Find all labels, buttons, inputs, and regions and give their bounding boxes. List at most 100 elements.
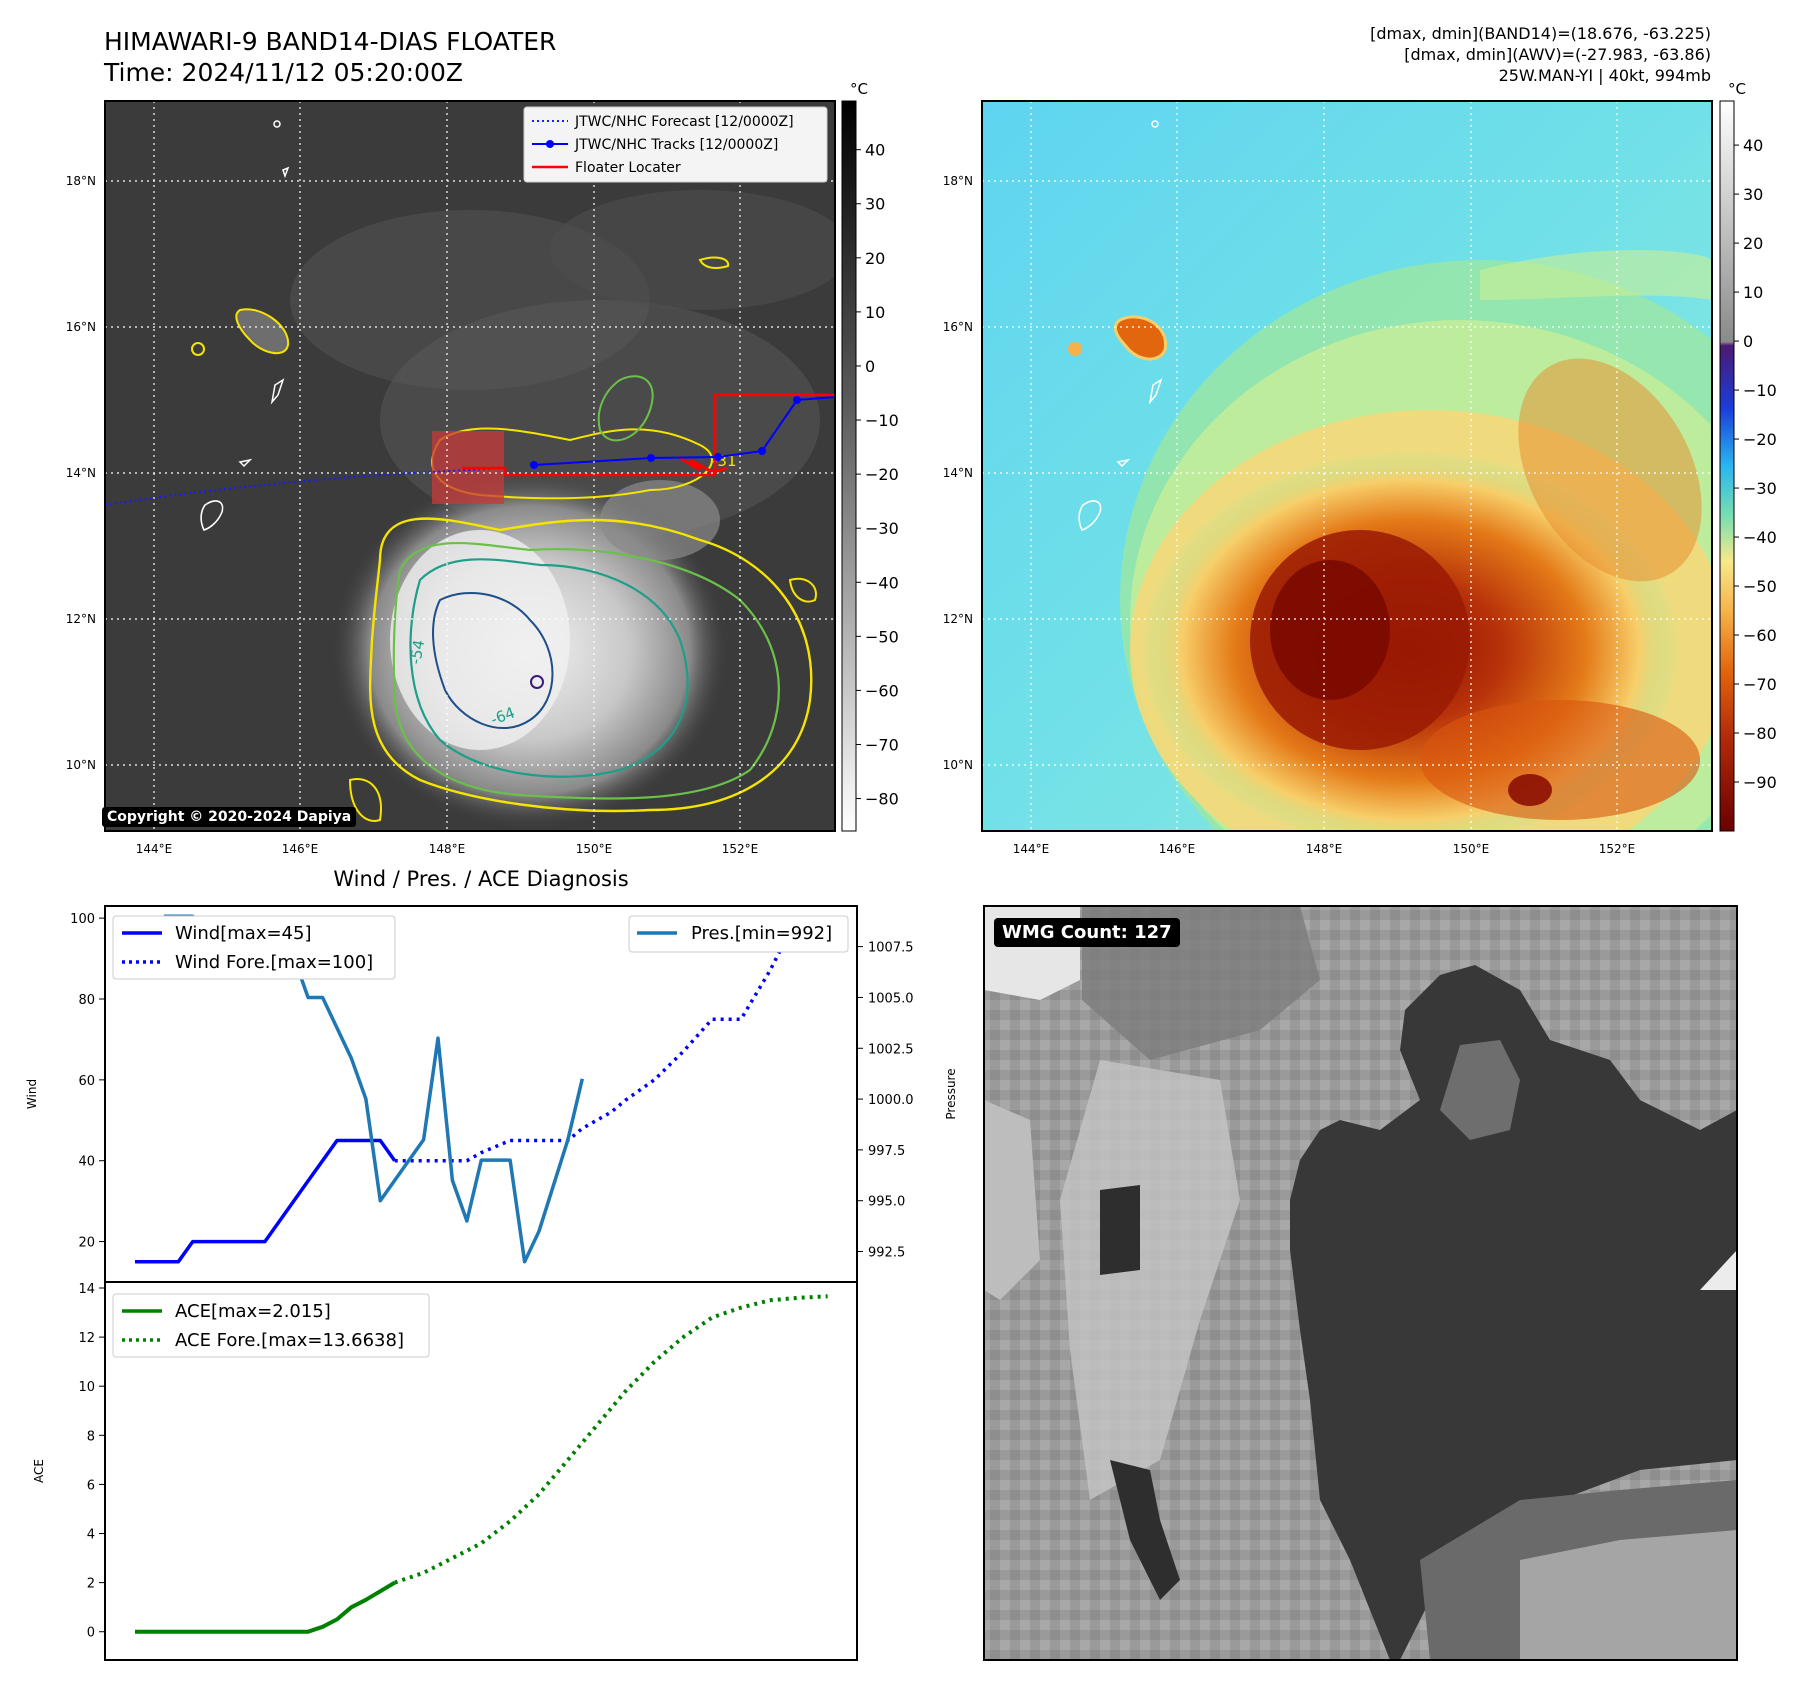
lon-label-152: 152°E xyxy=(722,842,759,856)
legend-acefore-label: ACE Fore.[max=13.6638] xyxy=(175,1330,404,1351)
pressure-ylabel: Pressure xyxy=(944,1068,958,1119)
ace-tick-label: 12 xyxy=(78,1331,95,1346)
ace-panel: ACE 14 12 10 8 6 4 2 0 ACE[max=2.015] ACE Fore.… xyxy=(32,1281,858,1661)
left-colorbar-tick-label: 40 xyxy=(865,141,885,160)
right-colorbar-tick-label: −80 xyxy=(1743,724,1777,743)
right-colorbar-tick-label: −70 xyxy=(1743,675,1777,694)
left-colorbar-tick-label: −10 xyxy=(865,411,899,430)
wmg-cold-region xyxy=(1290,965,1737,1660)
wind-tick-label: 20 xyxy=(78,1236,95,1251)
ace-tick-label: 10 xyxy=(78,1380,95,1395)
ace-tick-label: 14 xyxy=(78,1282,95,1297)
right-colorbar-tick-label: −60 xyxy=(1743,626,1777,645)
ace-series-group xyxy=(135,1294,828,1634)
ace-tick-label: 8 xyxy=(87,1429,95,1444)
ace-legend: ACE[max=2.015] ACE Fore.[max=13.6638] xyxy=(112,1293,430,1358)
right-colorbar xyxy=(1719,100,1735,832)
lat-label-16: 16°N xyxy=(66,320,96,334)
legend-pres-label: Pres.[min=992] xyxy=(691,923,832,944)
legend-track-label: JTWC/NHC Tracks [12/0000Z] xyxy=(574,137,778,153)
rlat-label-14: 14°N xyxy=(943,466,973,480)
ace-tick-label: 4 xyxy=(87,1528,95,1543)
figure-time: Time: 2024/11/12 05:20:00Z xyxy=(103,58,463,87)
legend-wind-label: Wind[max=45] xyxy=(175,923,312,944)
contour-teal xyxy=(409,558,689,778)
series-ace-fore xyxy=(394,1294,828,1585)
series-ace xyxy=(135,1580,396,1634)
pressure-tick-label: 1000.0 xyxy=(868,1093,914,1108)
lon-label-148: 148°E xyxy=(429,842,466,856)
ace-ylabel: ACE xyxy=(32,1459,46,1483)
rlat-label-12: 12°N xyxy=(943,612,973,626)
series-wind xyxy=(135,1138,397,1264)
ace-yticks: 14 12 10 8 6 4 2 0 xyxy=(78,1282,105,1641)
left-colorbar-ticks: 40 30 20 10 0 −10 −20 −30 −40 −50 −60 −70 −80 xyxy=(856,141,899,809)
left-colorbar-tick-label: −60 xyxy=(865,681,899,700)
lat-label-10: 10°N xyxy=(66,758,96,772)
jtwc-track xyxy=(533,396,835,466)
left-colorbar-tick-label: −50 xyxy=(865,627,899,646)
awv-range: [dmax, dmin](AWV)=(-27.983, -63.86) xyxy=(1404,45,1711,64)
rlon-label-148: 148°E xyxy=(1306,842,1343,856)
ace-tick-label: 0 xyxy=(87,1626,95,1641)
forecast-track xyxy=(105,467,506,506)
pressure-tick-label: 997.5 xyxy=(868,1144,905,1159)
legend-windfore-label: Wind Fore.[max=100] xyxy=(175,952,373,973)
wind-ylabel: Wind xyxy=(25,1079,39,1109)
right-colorbar-tick-label: 20 xyxy=(1743,234,1763,253)
left-colorbar-tick-label: 10 xyxy=(865,303,885,322)
contour-blue xyxy=(432,592,554,730)
pressure-legend: Pres.[min=992] xyxy=(628,915,849,953)
pressure-tick-label: 1002.5 xyxy=(868,1042,914,1057)
copyright-badge: Copyright © 2020-2024 Dapiya xyxy=(102,807,357,827)
band14-range: [dmax, dmin](BAND14)=(18.676, -63.225) xyxy=(1370,24,1711,43)
right-colorbar-tick-label: −90 xyxy=(1743,773,1777,792)
pressure-tick-label: 992.5 xyxy=(868,1246,905,1261)
right-colorbar-tick-label: −20 xyxy=(1743,430,1777,449)
right-colorbar-tick-label: −50 xyxy=(1743,577,1777,596)
right-colorbar-tick-label: 10 xyxy=(1743,283,1763,302)
right-colorbar-tick-label: 0 xyxy=(1743,332,1753,351)
legend-forecast-label: JTWC/NHC Forecast [12/0000Z] xyxy=(574,114,794,130)
left-colorbar-tick-label: −80 xyxy=(865,790,899,809)
left-colorbar-tick-label: 20 xyxy=(865,249,885,268)
wmg-frame xyxy=(983,905,1738,1661)
figure-title: HIMAWARI-9 BAND14-DIAS FLOATER xyxy=(104,27,556,56)
left-colorbar-tick-label: −40 xyxy=(865,573,899,592)
guam-outline xyxy=(200,500,224,531)
contour-label-54: -54 xyxy=(406,638,428,665)
pressure-yticks: 1007.5 1005.0 1002.5 1000.0 997.5 995.0 992.5 xyxy=(857,941,914,1261)
left-map-frame xyxy=(104,100,836,832)
lat-label-14: 14°N xyxy=(66,466,96,480)
contour-yellow xyxy=(368,517,813,813)
wind-tick-label: 60 xyxy=(78,1074,95,1089)
right-map-frame xyxy=(981,100,1713,832)
pressure-tick-label: 1005.0 xyxy=(868,991,914,1006)
wind-tick-label: 40 xyxy=(78,1155,95,1170)
lat-label-12: 12°N xyxy=(66,612,96,626)
rlat-label-10: 10°N xyxy=(943,758,973,772)
storm-info: 25W.MAN-YI | 40kt, 994mb xyxy=(1499,66,1711,85)
wind-legend: Wind[max=45] Wind Fore.[max=100] xyxy=(112,915,396,980)
left-colorbar-tick-label: −20 xyxy=(865,465,899,484)
right-colorbar-unit: °C xyxy=(1728,80,1746,98)
lon-label-144: 144°E xyxy=(136,842,173,856)
rlon-label-146: 146°E xyxy=(1159,842,1196,856)
wind-tick-label: 100 xyxy=(70,912,95,927)
rlon-label-152: 152°E xyxy=(1599,842,1636,856)
pressure-tick-label: 995.0 xyxy=(868,1195,905,1210)
right-colorbar-tick-label: 30 xyxy=(1743,185,1763,204)
map-legend: JTWC/NHC Forecast [12/0000Z] JTWC/NHC Tr… xyxy=(523,106,828,183)
legend-locator-label: Floater Locater xyxy=(575,160,681,176)
right-colorbar-tick-label: −40 xyxy=(1743,528,1777,547)
rlat-label-18: 18°N xyxy=(943,174,973,188)
diagnosis-title: Wind / Pres. / ACE Diagnosis xyxy=(333,867,628,891)
right-map-panel: 18°N 16°N 14°N 12°N 10°N 144°E 146°E 148… xyxy=(943,80,1777,856)
left-colorbar-tick-label: −30 xyxy=(865,519,899,538)
wind-yticks: 100 80 60 40 20 xyxy=(70,912,105,1251)
contour-green xyxy=(392,541,780,800)
wmg-count-badge: WMG Count: 127 xyxy=(994,918,1180,947)
left-colorbar-tick-label: −70 xyxy=(865,735,899,754)
